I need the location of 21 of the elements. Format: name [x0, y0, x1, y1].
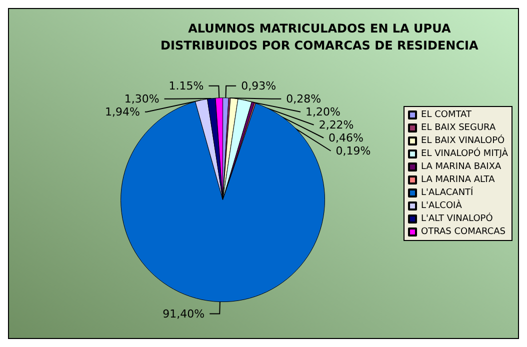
legend-label: LA MARINA BAIXA — [421, 162, 502, 172]
chart-title: ALUMNOS MATRICULADOS EN LA UPUA DISTRIBUIDOS POR COMARCAS DE RESIDENCIA — [160, 22, 479, 52]
legend-label: LA MARINA ALTA — [421, 175, 496, 185]
data-label: 1,94% — [105, 105, 140, 118]
data-label: 0,93% — [241, 79, 276, 92]
legend-label: EL VINALOPÓ MITJÀ — [421, 147, 509, 159]
legend-label: OTRAS COMARCAS — [421, 227, 506, 237]
legend-label: EL BAIX VINALOPÓ — [421, 134, 505, 146]
legend-label: L'ALT VINALOPÓ — [421, 212, 493, 224]
legend-label: EL BAIX SEGURA — [421, 123, 496, 133]
legend-label: L'ALCOIÀ — [421, 199, 463, 211]
data-label: 0,28% — [286, 92, 322, 106]
data-label: 2,22% — [318, 118, 354, 132]
data-label: 0,19% — [336, 144, 371, 158]
data-label: 1.15% — [168, 79, 204, 92]
data-label: 1,20% — [306, 105, 340, 118]
data-label: 0,46% — [328, 131, 364, 144]
data-label: 1,30% — [124, 92, 160, 106]
legend-label: L'ALACANTÍ — [421, 186, 474, 198]
data-label: 91,40% — [162, 307, 205, 320]
legend-label: EL COMTAT — [421, 110, 472, 120]
